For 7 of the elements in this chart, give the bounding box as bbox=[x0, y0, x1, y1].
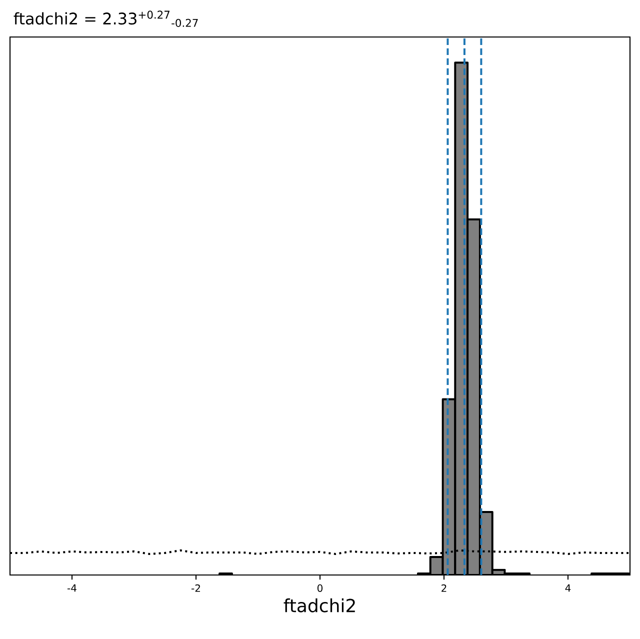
x-tick-label: -2 bbox=[191, 584, 200, 592]
x-tick-label: 2 bbox=[442, 584, 446, 592]
x-axis-title: ftadchi2 bbox=[284, 598, 355, 612]
x-tick-label: 0 bbox=[317, 584, 323, 592]
x-tick-label: -4 bbox=[68, 584, 76, 592]
chart-title: ftadchi2 = 2.33$^{+0.27}$-0.27 bbox=[14, 10, 198, 27]
x-tick-label: 4 bbox=[565, 584, 571, 592]
